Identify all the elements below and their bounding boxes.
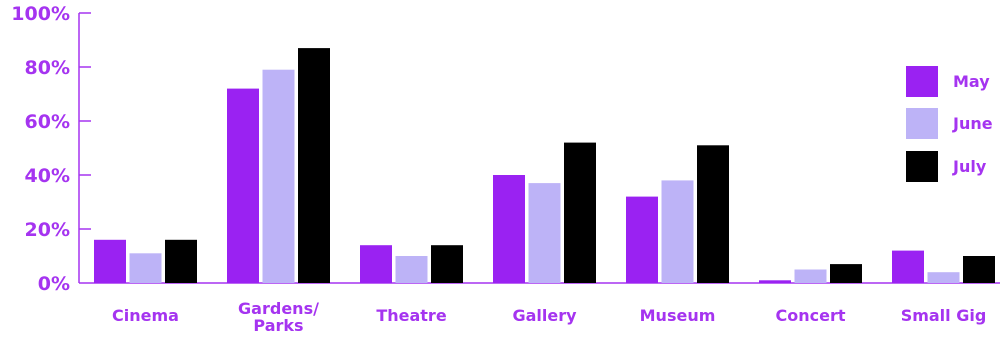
y-tick-label: 20% (25, 219, 70, 241)
bar-june-concert (794, 269, 827, 283)
legend-swatch-july (906, 151, 938, 182)
y-tick-label: 80% (25, 57, 70, 79)
y-tick-label: 100% (11, 3, 70, 25)
legend-label-july: July (952, 157, 987, 176)
bar-july-theatre (431, 245, 463, 283)
bar-july-small-gig (963, 256, 995, 283)
bar-july-gardens-parks (298, 48, 330, 283)
bar-june-gardens-parks (262, 69, 295, 283)
bar-may-gallery (493, 175, 525, 283)
legend: May June July (906, 66, 993, 182)
x-axis-labels: Cinema Gardens/Parks Theatre Gallery Museum C… (112, 299, 986, 335)
x-category-label: Museum (640, 306, 716, 325)
bar-may-cinema (94, 239, 126, 283)
x-category-label: Theatre (376, 306, 446, 325)
bar-june-cinema (129, 253, 162, 283)
y-axis-ticks: 0% 20% 40% 60% 80% 100% (11, 3, 91, 295)
bar-may-theatre (360, 245, 392, 283)
x-category-label: Gardens/Parks (238, 299, 319, 335)
bar-may-small-gig (892, 250, 924, 283)
x-category-label: Small Gig (901, 306, 987, 325)
bar-july-gallery (564, 142, 596, 283)
bar-may-museum (626, 196, 658, 283)
legend-label-may: May (953, 72, 990, 91)
bar-july-museum (697, 145, 729, 283)
bars (94, 48, 995, 283)
bar-may-gardens-parks (227, 88, 259, 283)
bar-july-cinema (165, 239, 197, 283)
x-category-label: Concert (776, 306, 846, 325)
x-category-label: Cinema (112, 306, 179, 325)
bar-july-concert (830, 264, 862, 283)
y-tick-label: 40% (25, 165, 70, 187)
bar-june-museum (661, 180, 694, 283)
legend-swatch-june (906, 108, 938, 139)
y-tick-label: 0% (38, 273, 70, 295)
x-category-label: Gallery (512, 306, 577, 325)
legend-label-june: June (952, 114, 993, 133)
bar-june-theatre (395, 256, 428, 283)
bar-may-concert (759, 280, 791, 283)
y-tick-label: 60% (25, 111, 70, 133)
bar-june-small-gig (927, 272, 960, 283)
legend-swatch-may (906, 66, 938, 97)
bar-june-gallery (528, 183, 561, 283)
